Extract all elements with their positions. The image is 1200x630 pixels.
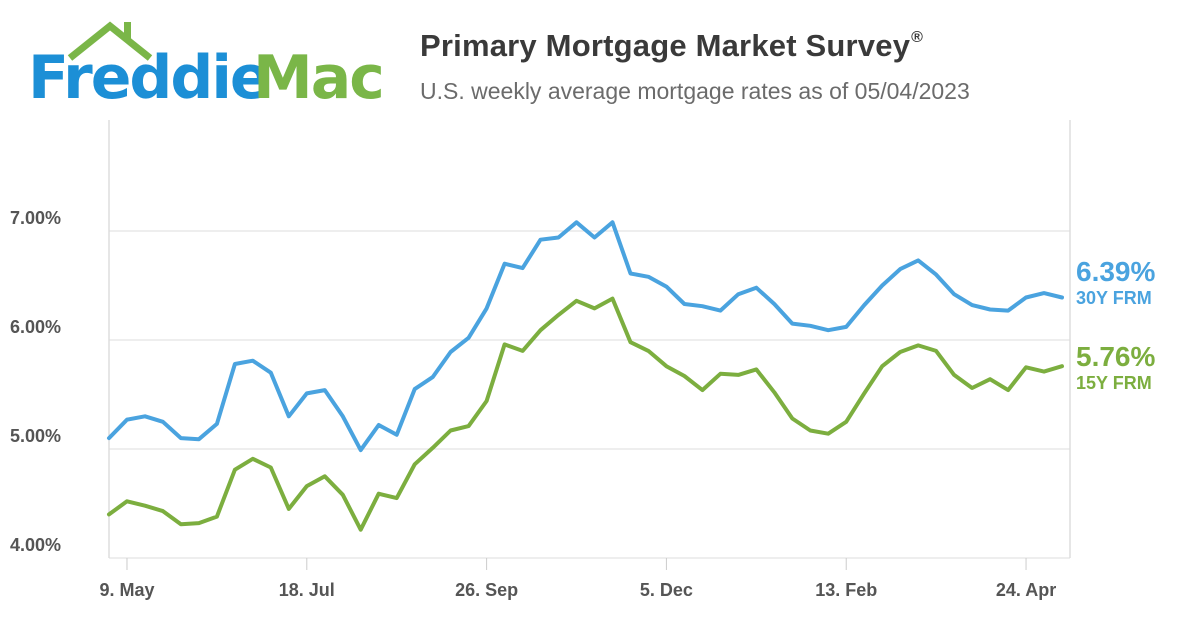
- x-tick-label: 13. Feb: [815, 580, 877, 600]
- end-label-30y: 6.39% 30Y FRM: [1076, 256, 1155, 309]
- y-tick-label: 6.00%: [10, 317, 61, 337]
- end-series-30y: 30Y FRM: [1076, 288, 1152, 308]
- logo-word-mac: Mac: [253, 43, 383, 108]
- grid-lines: [109, 230, 1070, 559]
- y-tick-label: 4.00%: [10, 535, 61, 555]
- x-tick-label: 18. Jul: [279, 580, 335, 600]
- freddie-mac-logo-graphic: Freddie Mac: [28, 21, 385, 108]
- series-lines: [107, 220, 1064, 532]
- chart-title: Primary Mortgage Market Survey®: [420, 28, 923, 64]
- y-tick-label: 7.00%: [10, 208, 61, 228]
- end-label-15y: 5.76% 15Y FRM: [1076, 341, 1155, 394]
- x-axis-ticks: 9. May 18. Jul 26. Sep 5. Dec 13. Feb 24. Apr: [99, 558, 1056, 600]
- series-line-30y-frm: [107, 220, 1064, 453]
- series-line-15y-frm: [107, 296, 1064, 532]
- registered-mark: ®: [911, 29, 924, 46]
- end-series-15y: 15Y FRM: [1076, 373, 1152, 393]
- end-value-15y: 5.76%: [1076, 341, 1156, 372]
- x-tick-label: 26. Sep: [455, 580, 518, 600]
- end-value-30y: 6.39%: [1076, 256, 1156, 287]
- x-tick-label: 5. Dec: [640, 580, 693, 600]
- x-tick-label: 9. May: [99, 580, 154, 600]
- y-axis-ticks: 4.00% 5.00% 6.00% 7.00%: [10, 208, 61, 555]
- y-tick-label: 5.00%: [10, 426, 61, 446]
- logo-word-freddie: Freddie: [28, 43, 269, 108]
- freddie-mac-logo: Freddie Mac: [28, 18, 388, 108]
- x-tick-label: 24. Apr: [996, 580, 1056, 600]
- chart-subtitle: U.S. weekly average mortgage rates as of…: [420, 78, 970, 104]
- chart-title-text: Primary Mortgage Market Survey: [420, 28, 911, 63]
